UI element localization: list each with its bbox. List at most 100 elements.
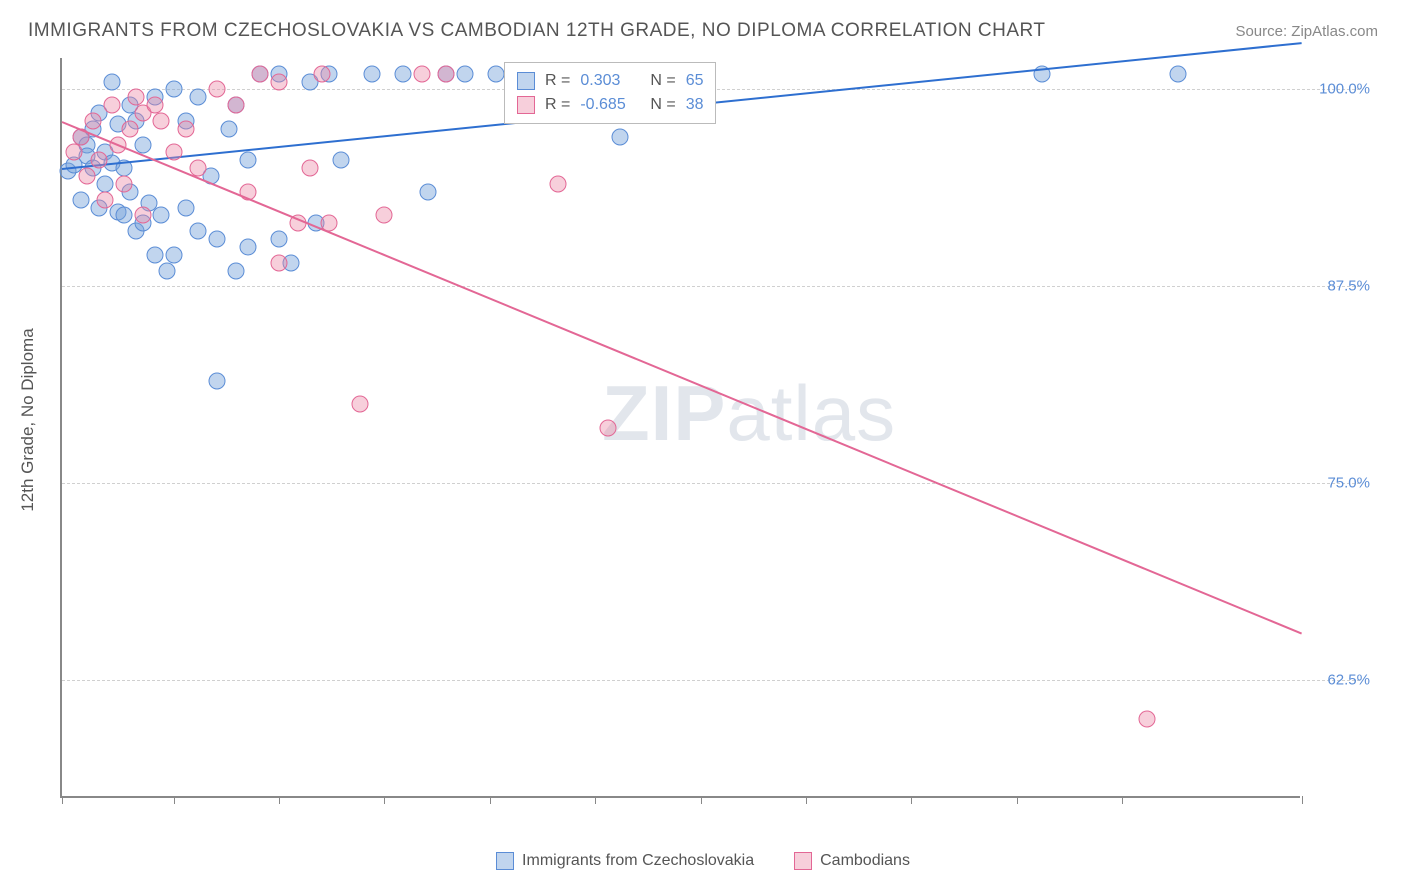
- x-tick: [701, 796, 702, 804]
- scatter-point: [550, 175, 567, 192]
- legend-label: Immigrants from Czechoslovakia: [522, 852, 754, 870]
- watermark: ZIPatlas: [602, 368, 896, 459]
- y-tick-label: 75.0%: [1310, 475, 1370, 492]
- legend-stats: R = 0.303 N = 65 R = -0.685 N = 38: [504, 62, 716, 124]
- scatter-point: [165, 246, 182, 263]
- scatter-point: [457, 65, 474, 82]
- scatter-point: [271, 73, 288, 90]
- legend-n-value: 65: [686, 69, 704, 93]
- scatter-point: [153, 112, 170, 129]
- legend-n-label: N =: [650, 69, 675, 93]
- scatter-point: [209, 372, 226, 389]
- scatter-point: [302, 160, 319, 177]
- scatter-point: [333, 152, 350, 169]
- x-tick: [490, 796, 491, 804]
- gridline-horizontal: [62, 286, 1360, 287]
- scatter-point: [128, 89, 145, 106]
- x-tick: [174, 796, 175, 804]
- scatter-point: [240, 238, 257, 255]
- legend-r-value: -0.685: [580, 93, 640, 117]
- x-tick: [1017, 796, 1018, 804]
- scatter-point: [147, 246, 164, 263]
- legend-r-label: R =: [545, 93, 570, 117]
- scatter-point: [351, 396, 368, 413]
- scatter-point: [91, 152, 108, 169]
- scatter-point: [227, 97, 244, 114]
- scatter-point: [134, 136, 151, 153]
- scatter-point: [413, 65, 430, 82]
- x-tick: [595, 796, 596, 804]
- y-tick-label: 62.5%: [1310, 671, 1370, 688]
- scatter-point: [271, 231, 288, 248]
- scatter-point: [78, 168, 95, 185]
- scatter-point: [209, 81, 226, 98]
- x-tick: [1122, 796, 1123, 804]
- scatter-point: [209, 231, 226, 248]
- scatter-point: [190, 89, 207, 106]
- scatter-point: [147, 97, 164, 114]
- scatter-point: [599, 420, 616, 437]
- legend-r-value: 0.303: [580, 69, 640, 93]
- scatter-point: [165, 81, 182, 98]
- y-tick-label: 100.0%: [1310, 81, 1370, 98]
- legend-stats-row: R = 0.303 N = 65: [517, 69, 703, 93]
- scatter-point: [72, 191, 89, 208]
- scatter-point: [178, 120, 195, 137]
- scatter-point: [165, 144, 182, 161]
- plot-area: ZIPatlas 62.5%75.0%87.5%100.0%R =0.303N …: [60, 58, 1300, 798]
- scatter-point: [612, 128, 629, 145]
- legend-stats-row: R = -0.685 N = 38: [517, 93, 703, 117]
- legend-swatch-pink: [794, 852, 812, 870]
- scatter-point: [97, 191, 114, 208]
- scatter-point: [159, 262, 176, 279]
- scatter-point: [97, 175, 114, 192]
- legend-bottom: Immigrants from Czechoslovakia Cambodian…: [0, 852, 1406, 870]
- scatter-point: [116, 175, 133, 192]
- y-axis-label: 12th Grade, No Diploma: [18, 328, 38, 511]
- scatter-point: [314, 65, 331, 82]
- scatter-point: [178, 199, 195, 216]
- x-tick: [62, 796, 63, 804]
- chart-title: IMMIGRANTS FROM CZECHOSLOVAKIA VS CAMBOD…: [28, 20, 1045, 42]
- scatter-point: [419, 183, 436, 200]
- scatter-point: [122, 120, 139, 137]
- scatter-point: [1170, 65, 1187, 82]
- scatter-point: [227, 262, 244, 279]
- legend-swatch: [517, 72, 535, 90]
- scatter-point: [376, 207, 393, 224]
- scatter-point: [103, 73, 120, 90]
- scatter-point: [134, 207, 151, 224]
- legend-n-value: 38: [686, 93, 704, 117]
- legend-swatch-blue: [496, 852, 514, 870]
- scatter-point: [66, 144, 83, 161]
- legend-label: Cambodians: [820, 852, 910, 870]
- scatter-point: [1139, 711, 1156, 728]
- scatter-point: [240, 152, 257, 169]
- legend-item-series2: Cambodians: [794, 852, 910, 870]
- scatter-point: [221, 120, 238, 137]
- trend-line: [62, 121, 1303, 635]
- scatter-point: [271, 254, 288, 271]
- x-tick: [911, 796, 912, 804]
- x-tick: [384, 796, 385, 804]
- scatter-point: [488, 65, 505, 82]
- scatter-point: [252, 65, 269, 82]
- scatter-point: [103, 97, 120, 114]
- legend-n-label: N =: [650, 93, 675, 117]
- gridline-horizontal: [62, 483, 1360, 484]
- scatter-point: [85, 112, 102, 129]
- legend-item-series1: Immigrants from Czechoslovakia: [496, 852, 754, 870]
- scatter-point: [153, 207, 170, 224]
- y-tick-label: 87.5%: [1310, 278, 1370, 295]
- scatter-point: [438, 65, 455, 82]
- scatter-point: [364, 65, 381, 82]
- x-tick: [806, 796, 807, 804]
- x-tick: [279, 796, 280, 804]
- x-tick: [1302, 796, 1303, 804]
- legend-r-label: R =: [545, 69, 570, 93]
- gridline-horizontal: [62, 680, 1360, 681]
- scatter-point: [190, 223, 207, 240]
- scatter-point: [395, 65, 412, 82]
- legend-swatch: [517, 96, 535, 114]
- scatter-point: [116, 207, 133, 224]
